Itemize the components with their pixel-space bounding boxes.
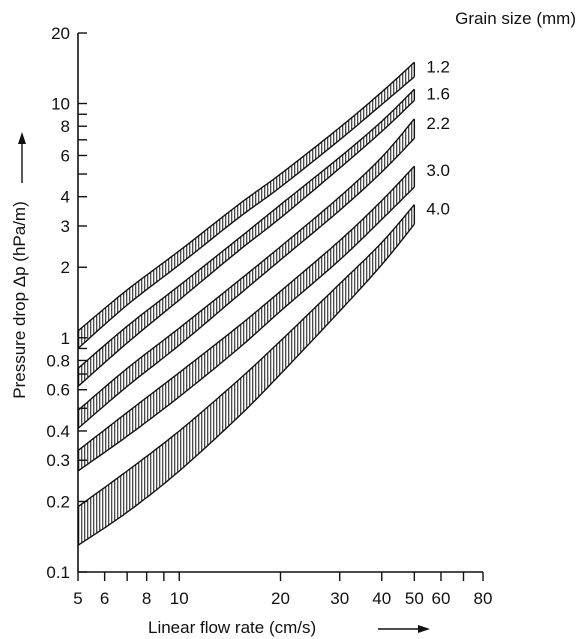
x-axis-title: Linear flow rate (cm/s) [148,618,316,637]
series-label: 3.0 [426,161,450,180]
y-axis-ticks [78,32,87,573]
band-hatch [78,62,415,349]
y-tick-label: 4 [61,188,70,207]
x-tick-label: 40 [372,589,391,608]
x-axis-ticks [77,572,484,581]
band-hatch [78,204,415,546]
band-hatch [78,89,415,387]
x-tick-label: 10 [170,589,189,608]
legend-title: Grain size (mm) [455,9,576,28]
band-hatch [78,166,415,471]
series-labels: 1.2 1.6 2.2 3.0 4.0 [426,57,450,218]
y-tick-label: 10 [51,95,70,114]
band-lower-edge [77,100,415,387]
y-axis-tick-labels: 0.1 0.2 0.3 0.4 0.6 0.8 1 2 3 4 6 8 10 20 [46,24,70,582]
series-label: 1.6 [426,84,450,103]
y-tick-label: 0.2 [46,492,70,511]
band-upper-edge [77,88,415,369]
y-tick-label: 8 [61,117,70,136]
band-lower-edge [77,186,415,472]
y-tick-label: 0.6 [46,381,70,400]
band-upper-edge [77,118,415,411]
x-tick-label: 8 [142,589,151,608]
band-hatch [78,118,415,429]
x-tick-label: 50 [405,589,424,608]
y-tick-label: 2 [61,258,70,277]
band-upper-edge [77,165,415,452]
band-upper-edge [77,204,415,508]
y-tick-label: 3 [61,217,70,236]
x-tick-label: 5 [73,589,82,608]
band-lower-edge [77,76,415,350]
band-3-0 [77,165,416,472]
band-1-2 [77,61,416,350]
x-axis-arrow [378,625,430,633]
y-tick-label: 6 [61,146,70,165]
band-upper-edge [77,61,415,332]
y-axis-title: Pressure drop Δp (hPa/m) [10,201,29,398]
x-tick-label: 20 [271,589,290,608]
band-lower-edge [77,223,415,546]
y-tick-label: 20 [51,24,70,43]
y-tick-label: 1 [61,329,70,348]
series-label: 1.2 [426,57,450,76]
grain-size-bands [77,61,416,546]
x-tick-label: 60 [432,589,451,608]
band-1-6 [77,88,416,387]
y-tick-label: 0.1 [46,563,70,582]
x-axis-tick-labels: 5 6 8 10 20 30 40 50 60 80 [73,589,492,608]
band-4-0 [77,204,416,546]
y-tick-label: 0.8 [46,351,70,370]
x-tick-label: 6 [100,589,109,608]
x-tick-label: 30 [330,589,349,608]
y-tick-label: 0.3 [46,451,70,470]
band-lower-edge [77,137,415,430]
series-label: 4.0 [426,200,450,219]
y-axis-arrow [18,132,26,183]
x-tick-label: 80 [474,589,493,608]
series-label: 2.2 [426,114,450,133]
y-tick-label: 0.4 [46,422,70,441]
band-2-2 [77,118,416,430]
